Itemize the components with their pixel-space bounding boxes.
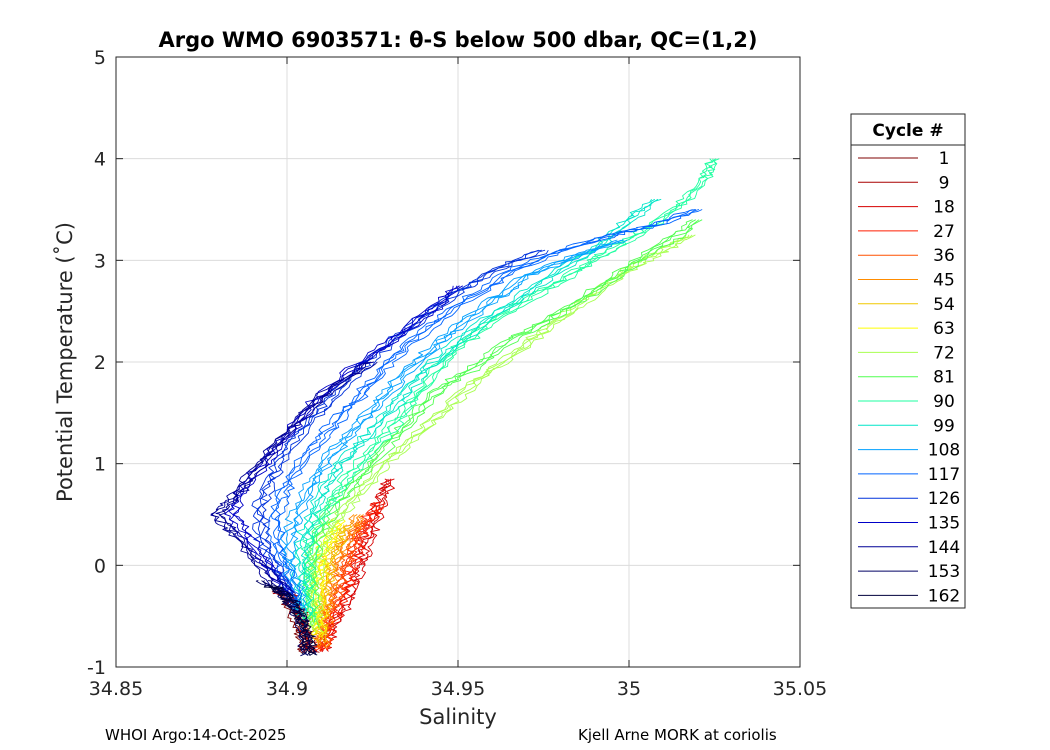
grid-lines — [116, 57, 800, 667]
cycle-profile-line — [311, 219, 703, 628]
legend-label: 27 — [933, 222, 955, 242]
cycle-profile-line — [280, 239, 618, 612]
legend-box — [850, 113, 966, 609]
cycle-profile-line — [270, 585, 316, 656]
cycle-profile-line — [274, 585, 318, 656]
cycle-profile-line — [263, 585, 309, 655]
y-ticks: -1 0 1 2 3 4 5 — [87, 47, 800, 679]
cycle-profile-line — [275, 587, 303, 654]
cycle-profile-line — [297, 198, 659, 616]
y-tick-label: 0 — [94, 555, 106, 577]
legend-entries: 1 9 18 27 36 45 54 63 72 81 90 99 108 117 126 135 144 153… — [858, 149, 960, 606]
x-ticks: 34.85 34.9 34.95 35 35.05 — [89, 57, 827, 700]
x-axis-label: Salinity — [419, 705, 497, 729]
cycle-profile-line — [318, 519, 346, 638]
legend-label: 1 — [939, 149, 950, 169]
footer-left: WHOI Argo:14-Oct-2025 — [105, 726, 286, 744]
cycle-profile-line — [274, 209, 700, 606]
legend-label: 153 — [928, 562, 960, 582]
cycle-profile-line — [290, 239, 628, 611]
cycle-profile-line — [218, 361, 378, 595]
cycle-profile-line — [304, 219, 697, 626]
x-tick-label: 35.05 — [773, 678, 827, 700]
footer-right: Kjell Arne MORK at coriolis — [578, 726, 777, 744]
cycle-profile-line — [277, 209, 703, 606]
legend: Cycle # 19182736455463728190991081171261… — [850, 113, 966, 609]
x-tick-label: 35 — [617, 678, 641, 700]
cycle-profile-line — [323, 514, 364, 648]
legend-label: 81 — [933, 368, 955, 388]
plot-area: 34.85 34.9 34.95 35 35.05 -1 0 1 2 3 4 5 — [87, 47, 827, 700]
x-tick-label: 34.95 — [431, 678, 485, 700]
legend-label: 90 — [933, 392, 955, 412]
x-tick-label: 34.9 — [266, 678, 308, 700]
cycle-profile-line — [256, 249, 542, 602]
cycle-profile-line — [308, 219, 700, 626]
y-tick-label: 5 — [94, 47, 106, 69]
x-tick-label: 34.85 — [89, 678, 143, 700]
legend-label: 99 — [933, 416, 955, 436]
legend-label: 9 — [939, 173, 950, 193]
y-tick-label: 2 — [94, 352, 106, 374]
cycle-profile-line — [319, 501, 382, 652]
cycle-profile-line — [210, 361, 368, 595]
cycle-profile-line — [261, 249, 549, 601]
cycle-profile-line — [319, 478, 390, 653]
cycle-profile-line — [232, 285, 464, 596]
legend-label: 108 — [928, 441, 960, 461]
legend-label: 144 — [928, 538, 960, 558]
cycle-profile-line — [268, 585, 313, 656]
y-tick-label: 4 — [94, 149, 106, 171]
cycle-profile-line — [291, 199, 652, 617]
legend-label: 72 — [933, 343, 955, 363]
chart-title: Argo WMO 6903571: θ-S below 500 dbar, QC… — [159, 28, 758, 52]
cycle-profile-line — [210, 361, 372, 595]
cycle-profile-line — [232, 285, 460, 597]
legend-label: 162 — [928, 586, 960, 606]
y-axis-label: Potential Temperature (˚C) — [53, 222, 77, 502]
legend-label: 45 — [933, 271, 955, 291]
legend-label: 18 — [933, 198, 955, 218]
cycle-profile-line — [261, 580, 309, 656]
cycle-profile-line — [294, 198, 656, 617]
legend-label: 126 — [928, 489, 960, 509]
legend-label: 36 — [933, 246, 955, 266]
legend-label: 54 — [933, 295, 955, 315]
series-layer — [210, 158, 720, 657]
legend-label: 63 — [933, 319, 955, 339]
cycle-profile-line — [270, 209, 696, 607]
legend-label: 135 — [928, 514, 960, 534]
cycle-profile-line — [314, 519, 343, 638]
cycle-profile-line — [301, 198, 662, 616]
y-tick-label: -1 — [87, 657, 106, 679]
legend-label: 117 — [928, 465, 960, 485]
cycle-profile-line — [314, 234, 696, 633]
cycle-profile-line — [325, 519, 368, 649]
legend-title: Cycle # — [872, 121, 943, 141]
cycle-profile-line — [319, 478, 392, 652]
y-tick-label: 3 — [94, 250, 106, 272]
y-tick-label: 1 — [94, 454, 106, 476]
